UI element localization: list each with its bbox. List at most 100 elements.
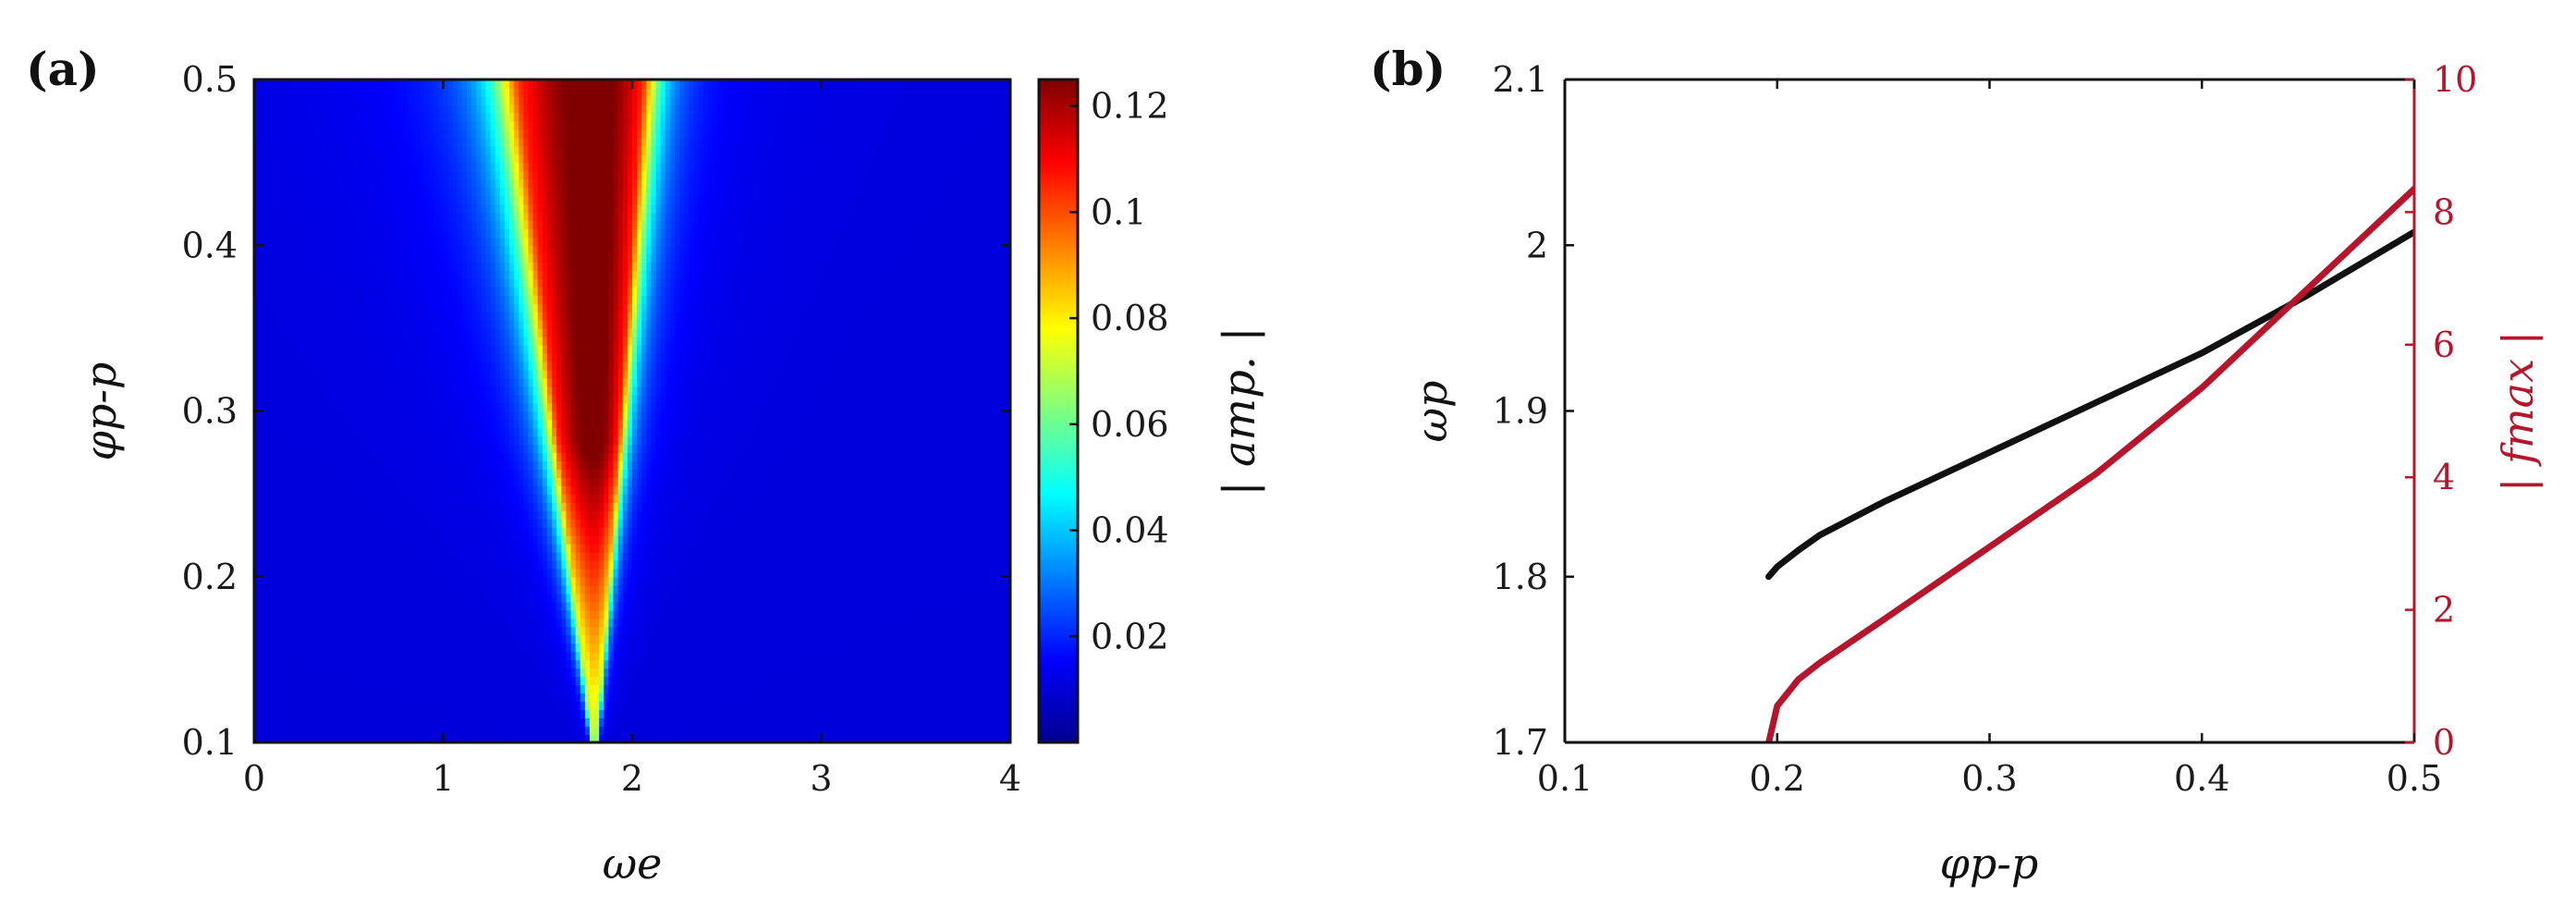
heatmap-cell [924, 717, 931, 727]
heatmap-cell [651, 717, 657, 727]
heatmap-cell [263, 734, 270, 742]
heatmap-cell [457, 494, 463, 503]
heatmap-cell [655, 643, 662, 653]
heatmap-cell [953, 734, 959, 742]
heatmap-cell [702, 502, 709, 511]
heatmap-cell [546, 494, 553, 503]
heatmap-cell [382, 494, 387, 503]
heatmap-cell [608, 668, 615, 678]
heatmap-cell [608, 576, 615, 586]
heatmap-cell [443, 534, 449, 545]
heatmap-cell [906, 659, 912, 669]
heatmap-cell [1000, 609, 1007, 619]
heatmap-cell [613, 717, 619, 727]
heatmap-cell [717, 734, 723, 742]
heatmap-cell [575, 543, 581, 553]
heatmap-cell [353, 693, 360, 702]
heatmap-cell [433, 651, 440, 661]
heatmap-cell [409, 510, 416, 520]
heatmap-cell [443, 576, 449, 586]
heatmap-cell [930, 618, 935, 628]
heatmap-cell [409, 693, 416, 702]
heatmap-cell [637, 485, 643, 495]
heatmap-cell [382, 668, 387, 678]
heatmap-cell [722, 734, 728, 742]
heatmap-cell [977, 626, 983, 636]
heatmap-cell [566, 676, 572, 686]
heatmap-cell [792, 543, 799, 553]
heatmap-cell [259, 568, 265, 578]
heatmap-cell [939, 502, 946, 511]
heatmap-cell [490, 551, 496, 561]
heatmap-cell [552, 643, 557, 653]
heatmap-cell [953, 502, 959, 511]
heatmap-cell [277, 510, 284, 520]
heatmap-cell [433, 709, 440, 718]
heatmap-cell [882, 593, 888, 603]
heatmap-cell [774, 534, 780, 545]
heatmap-cell [580, 593, 586, 603]
heatmap-cell [268, 668, 275, 678]
heatmap-cell [499, 526, 506, 536]
heatmap-cell [400, 676, 407, 686]
heatmap-cell [282, 502, 288, 511]
heatmap-cell [400, 559, 407, 570]
heatmap-cell [646, 609, 653, 619]
heatmap-cell [362, 643, 369, 653]
heatmap-cell [556, 717, 563, 727]
heatmap-cell [471, 568, 478, 578]
heatmap-cell [566, 618, 572, 628]
heatmap-cell [273, 601, 279, 611]
heatmap-cell [702, 643, 709, 653]
heatmap-cell [906, 726, 912, 735]
heatmap-cell [622, 502, 629, 511]
heatmap-cell [372, 502, 378, 511]
heatmap-cell [457, 609, 463, 619]
heatmap-cell [982, 684, 988, 694]
heatmap-cell [481, 684, 487, 694]
heatmap-cell [915, 734, 922, 742]
heatmap-cell [637, 634, 643, 644]
heatmap-cell [669, 701, 676, 710]
heatmap-cell [887, 593, 893, 603]
heatmap-cell [311, 668, 317, 678]
heatmap-cell [561, 494, 568, 503]
heatmap-cell [660, 519, 666, 528]
heatmap-cell [854, 601, 861, 611]
heatmap-cell [566, 584, 572, 594]
heatmap-cell [702, 534, 709, 545]
heatmap-cell [514, 684, 520, 694]
heatmap-cell [854, 734, 861, 742]
heatmap-cell [778, 568, 785, 578]
heatmap-cell [868, 701, 874, 710]
heatmap-cell [429, 659, 435, 669]
heatmap-cell [825, 693, 832, 702]
heatmap-cell [542, 576, 548, 586]
heatmap-cell [797, 568, 803, 578]
heatmap-cell [726, 510, 733, 520]
heatmap-cell [301, 609, 308, 619]
heatmap-cell [268, 526, 275, 536]
heatmap-cell [566, 510, 572, 520]
heatmap-cell [769, 519, 775, 528]
heatmap-cell [490, 684, 496, 694]
heatmap-cell [910, 559, 917, 570]
heatmap-cell [679, 510, 686, 520]
heatmap-cell [807, 576, 813, 586]
heatmap-cell [868, 668, 874, 678]
heatmap-cell [461, 643, 468, 653]
heatmap-cell [859, 726, 865, 735]
heatmap-cell [523, 659, 530, 669]
heatmap-cell [736, 601, 742, 611]
heatmap-cell [414, 559, 421, 570]
heatmap-cell [967, 543, 973, 553]
heatmap-cell [324, 626, 331, 636]
heatmap-cell [457, 584, 463, 594]
heatmap-cell [882, 502, 888, 511]
heatmap-cell [400, 510, 407, 520]
heatmap-cell [787, 609, 794, 619]
heatmap-cell [409, 626, 416, 636]
heatmap-cell [958, 551, 964, 561]
heatmap-cell [344, 659, 350, 669]
heatmap-cell [774, 584, 780, 594]
